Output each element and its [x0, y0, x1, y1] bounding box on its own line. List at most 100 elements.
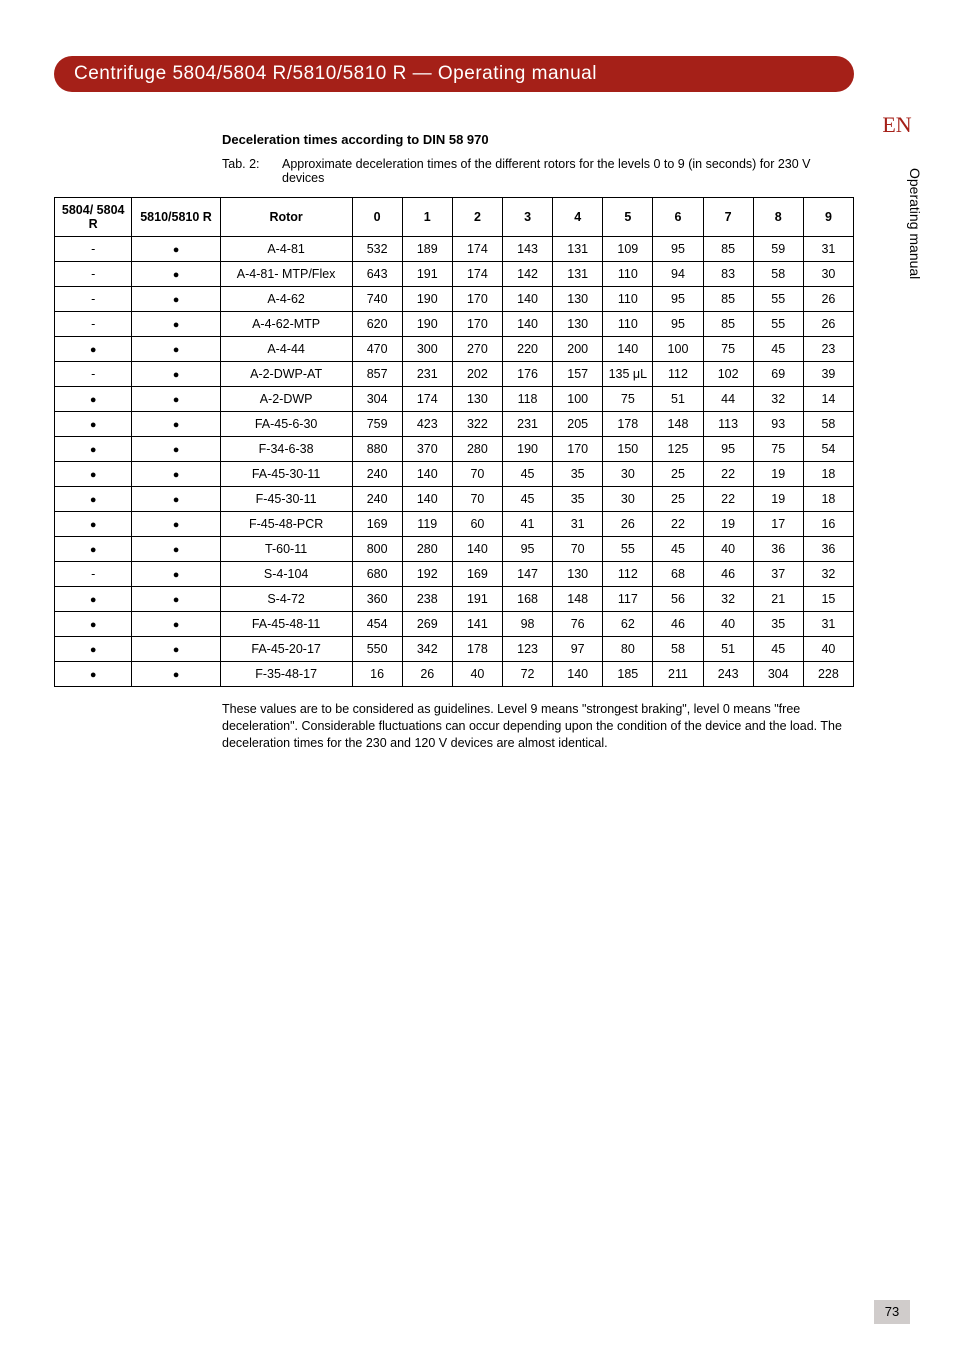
cell-value: 95 — [653, 287, 703, 312]
tab-caption-text: Approximate deceleration times of the di… — [282, 157, 854, 185]
cell-value: 228 — [803, 662, 853, 687]
cell-value: 32 — [703, 587, 753, 612]
cell-value: 70 — [452, 487, 502, 512]
table-row: -A-4-8153218917414313110995855931 — [55, 237, 854, 262]
cell-rotor: A-4-62-MTP — [220, 312, 352, 337]
cell-5804 — [55, 662, 132, 687]
col-header: Rotor — [220, 198, 352, 237]
cell-value: 269 — [402, 612, 452, 637]
cell-value: 143 — [502, 237, 552, 262]
cell-value: 240 — [352, 487, 402, 512]
cell-5810 — [132, 387, 220, 412]
cell-value: 168 — [502, 587, 552, 612]
cell-value: 19 — [753, 462, 803, 487]
cell-value: 35 — [553, 462, 603, 487]
cell-5810 — [132, 512, 220, 537]
cell-value: 211 — [653, 662, 703, 687]
cell-value: 130 — [553, 562, 603, 587]
cell-5810 — [132, 562, 220, 587]
col-header: 9 — [803, 198, 853, 237]
cell-value: 75 — [703, 337, 753, 362]
cell-value: 454 — [352, 612, 402, 637]
col-header: 5 — [603, 198, 653, 237]
cell-value: 142 — [502, 262, 552, 287]
cell-rotor: A-4-62 — [220, 287, 352, 312]
cell-value: 18 — [803, 487, 853, 512]
cell-5804: - — [55, 262, 132, 287]
cell-value: 54 — [803, 437, 853, 462]
table-row: A-4-44470300270220200140100754523 — [55, 337, 854, 362]
cell-rotor: FA-45-6-30 — [220, 412, 352, 437]
cell-value: 95 — [653, 312, 703, 337]
cell-value: 31 — [553, 512, 603, 537]
col-header: 2 — [452, 198, 502, 237]
cell-value: 16 — [352, 662, 402, 687]
cell-value: 857 — [352, 362, 402, 387]
cell-value: 119 — [402, 512, 452, 537]
cell-value: 70 — [452, 462, 502, 487]
cell-value: 190 — [402, 287, 452, 312]
cell-value: 30 — [803, 262, 853, 287]
table-row: T-60-1180028014095705545403636 — [55, 537, 854, 562]
cell-5804: - — [55, 362, 132, 387]
table-row: A-2-DWP3041741301181007551443214 — [55, 387, 854, 412]
cell-value: 117 — [603, 587, 653, 612]
language-tab: EN — [880, 112, 914, 146]
cell-value: 280 — [402, 537, 452, 562]
cell-value: 75 — [603, 387, 653, 412]
cell-value: 46 — [653, 612, 703, 637]
cell-value: 35 — [753, 612, 803, 637]
cell-value: 680 — [352, 562, 402, 587]
cell-value: 176 — [502, 362, 552, 387]
cell-value: 85 — [703, 312, 753, 337]
cell-value: 190 — [402, 312, 452, 337]
cell-value: 170 — [553, 437, 603, 462]
cell-value: 45 — [753, 637, 803, 662]
cell-value: 93 — [753, 412, 803, 437]
cell-value: 174 — [452, 262, 502, 287]
cell-5810 — [132, 362, 220, 387]
cell-value: 110 — [603, 287, 653, 312]
cell-value: 32 — [803, 562, 853, 587]
cell-value: 759 — [352, 412, 402, 437]
cell-value: 35 — [553, 487, 603, 512]
cell-value: 140 — [502, 287, 552, 312]
cell-value: 26 — [402, 662, 452, 687]
cell-value: 360 — [352, 587, 402, 612]
cell-value: 110 — [603, 312, 653, 337]
table-row: FA-45-6-307594233222312051781481139358 — [55, 412, 854, 437]
cell-value: 18 — [803, 462, 853, 487]
cell-value: 174 — [402, 387, 452, 412]
cell-5810 — [132, 237, 220, 262]
section-heading: Deceleration times according to DIN 58 9… — [222, 132, 854, 147]
side-label: Operating manual — [907, 168, 923, 279]
cell-5804 — [55, 387, 132, 412]
deceleration-table: 5804/ 5804 R 5810/5810 R Rotor 0 1 2 3 4… — [54, 197, 854, 687]
cell-value: 157 — [553, 362, 603, 387]
cell-value: 26 — [803, 312, 853, 337]
header-banner: Centrifuge 5804/5804 R/5810/5810 R — Ope… — [54, 56, 854, 92]
cell-value: 95 — [653, 237, 703, 262]
cell-value: 185 — [603, 662, 653, 687]
cell-value: 220 — [502, 337, 552, 362]
cell-value: 14 — [803, 387, 853, 412]
cell-value: 40 — [703, 537, 753, 562]
footnote-text: These values are to be considered as gui… — [222, 701, 854, 752]
cell-rotor: F-45-48-PCR — [220, 512, 352, 537]
cell-value: 21 — [753, 587, 803, 612]
cell-5810 — [132, 287, 220, 312]
cell-value: 174 — [452, 237, 502, 262]
cell-value: 620 — [352, 312, 402, 337]
cell-value: 532 — [352, 237, 402, 262]
cell-value: 178 — [603, 412, 653, 437]
cell-value: 76 — [553, 612, 603, 637]
table-row: F-34-6-38880370280190170150125957554 — [55, 437, 854, 462]
cell-value: 140 — [553, 662, 603, 687]
cell-5804: - — [55, 312, 132, 337]
cell-value: 25 — [653, 487, 703, 512]
cell-5810 — [132, 637, 220, 662]
cell-value: 95 — [502, 537, 552, 562]
cell-value: 59 — [753, 237, 803, 262]
cell-value: 202 — [452, 362, 502, 387]
cell-value: 16 — [803, 512, 853, 537]
